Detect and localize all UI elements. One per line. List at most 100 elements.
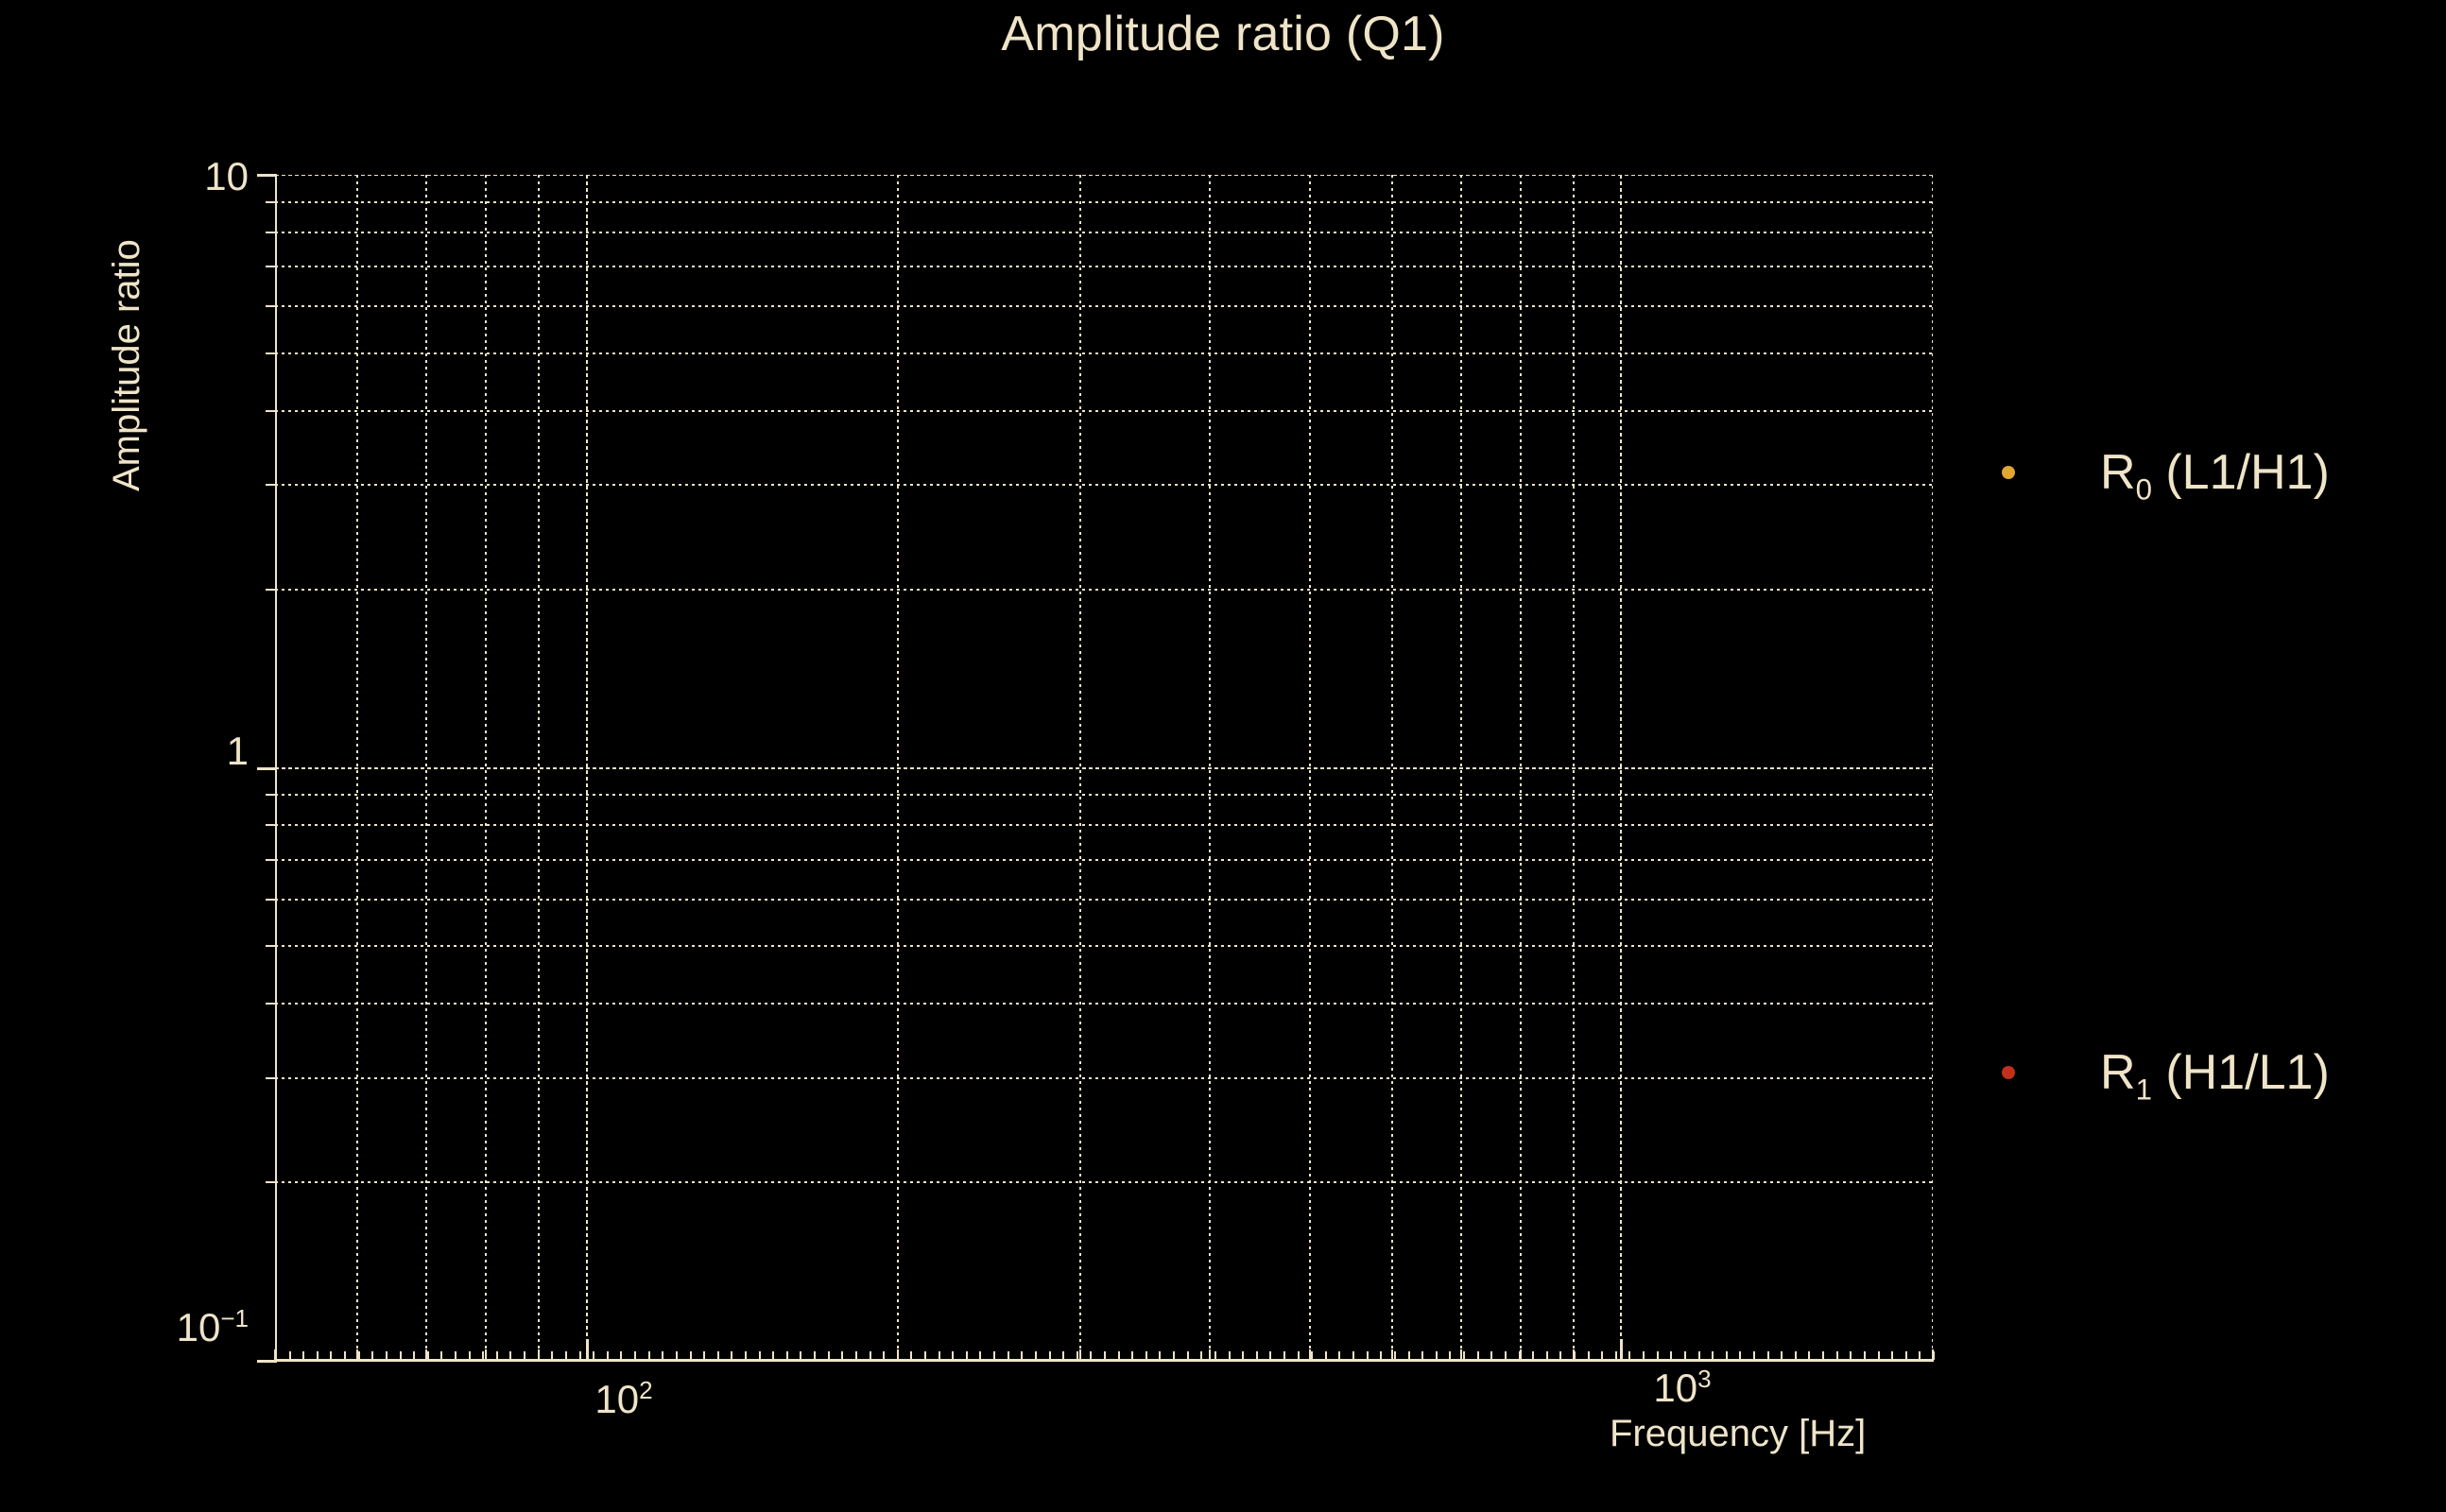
grid-line-vertical xyxy=(1573,175,1576,1361)
x-axis-minor-tick xyxy=(537,1351,540,1360)
x-axis-minor-tick xyxy=(1518,1351,1521,1360)
x-axis-minor-tick xyxy=(288,1351,291,1360)
x-axis-title: Frequency [Hz] xyxy=(1610,1413,1867,1454)
y-axis-tick xyxy=(266,945,277,948)
x-axis-minor-tick xyxy=(772,1351,775,1360)
x-axis-minor-tick xyxy=(593,1351,595,1360)
grid-line-horizontal xyxy=(275,588,1933,591)
x-axis-minor-tick xyxy=(1352,1351,1355,1360)
x-axis-minor-tick xyxy=(910,1351,913,1360)
x-axis-minor-tick xyxy=(965,1351,968,1360)
x-axis-minor-tick xyxy=(869,1351,871,1360)
x-axis-minor-tick xyxy=(785,1351,788,1360)
legend-entry-r1[interactable]: R1 (H1/L1) xyxy=(1985,1035,2330,1110)
grid-line-vertical xyxy=(1308,175,1311,1361)
x-axis-minor-tick xyxy=(1725,1351,1728,1360)
page-title: Amplitude ratio (Q1) xyxy=(1001,7,1445,61)
x-axis-minor-tick xyxy=(1034,1351,1037,1360)
x-axis-minor-tick xyxy=(1214,1351,1216,1360)
x-axis-minor-tick xyxy=(1476,1351,1479,1360)
grid-line-horizontal xyxy=(275,266,1933,268)
grid-line-horizontal xyxy=(275,200,1933,203)
x-tick-label-100: 102 xyxy=(594,1376,653,1421)
grid-line-vertical xyxy=(485,175,488,1361)
x-axis-minor-tick xyxy=(1021,1351,1024,1360)
x-axis-tick xyxy=(1208,1349,1211,1360)
grid-line-horizontal xyxy=(275,1076,1933,1079)
x-axis-tick xyxy=(1520,1349,1523,1360)
x-axis-minor-tick xyxy=(1628,1351,1631,1360)
grid-line-vertical xyxy=(1932,175,1933,1361)
x-axis-minor-tick xyxy=(509,1351,512,1360)
x-axis-minor-tick xyxy=(1283,1351,1286,1360)
x-axis-minor-tick xyxy=(1338,1351,1341,1360)
x-axis-minor-tick xyxy=(1186,1351,1189,1360)
x-axis-minor-tick xyxy=(1393,1351,1396,1360)
legend-entry-r0[interactable]: R0 (L1/H1) xyxy=(1985,435,2330,510)
grid-line-horizontal xyxy=(275,231,1933,233)
x-axis-tick xyxy=(1078,1349,1081,1360)
y-axis-tick xyxy=(266,898,277,901)
x-axis-minor-tick xyxy=(1076,1351,1078,1360)
y-tick-label-1: 1 xyxy=(226,729,249,773)
x-axis-minor-tick xyxy=(1643,1351,1645,1360)
x-axis-minor-tick xyxy=(1752,1351,1755,1360)
x-axis-minor-tick xyxy=(1891,1351,1894,1360)
x-axis-minor-tick xyxy=(800,1351,802,1360)
grid-line-horizontal xyxy=(275,484,1933,487)
grid-line-vertical xyxy=(1520,175,1523,1361)
x-axis-tick xyxy=(1620,1339,1624,1360)
grid-line-horizontal xyxy=(275,766,1933,769)
x-axis-minor-tick xyxy=(426,1351,429,1360)
y-axis-tick xyxy=(257,174,277,177)
grid-line-vertical xyxy=(1390,175,1393,1361)
grid-line-horizontal xyxy=(275,824,1933,827)
x-axis-minor-tick xyxy=(564,1351,567,1360)
x-axis-minor-tick xyxy=(854,1351,857,1360)
x-axis-minor-tick xyxy=(399,1351,402,1360)
x-axis-minor-tick xyxy=(1311,1351,1314,1360)
x-axis-minor-tick xyxy=(1048,1351,1051,1360)
x-axis-tick xyxy=(1459,1349,1462,1360)
x-axis-minor-tick xyxy=(827,1351,830,1360)
x-axis-minor-tick xyxy=(1490,1351,1493,1360)
x-axis-minor-tick xyxy=(344,1351,347,1360)
x-axis-minor-tick xyxy=(1559,1351,1562,1360)
x-axis-minor-tick xyxy=(482,1351,485,1360)
y-axis-title: Amplitude ratio xyxy=(106,239,147,491)
grid-line-horizontal xyxy=(275,305,1933,308)
x-axis-minor-tick xyxy=(1090,1351,1093,1360)
x-axis-minor-tick xyxy=(814,1351,817,1360)
x-axis-tick xyxy=(424,1349,427,1360)
x-axis-minor-tick xyxy=(1159,1351,1162,1360)
x-axis-spine xyxy=(275,1359,1934,1362)
grid-line-vertical xyxy=(897,175,900,1361)
x-axis-tick xyxy=(585,1339,589,1360)
grid-line-horizontal xyxy=(275,794,1933,797)
x-axis-minor-tick xyxy=(1670,1351,1673,1360)
y-axis-tick xyxy=(266,305,277,308)
x-axis-minor-tick xyxy=(1145,1351,1147,1360)
x-axis-tick xyxy=(355,1349,358,1360)
x-axis-minor-tick xyxy=(455,1351,457,1360)
x-axis-minor-tick xyxy=(883,1351,886,1360)
x-axis-minor-tick xyxy=(1863,1351,1866,1360)
grid-line-horizontal xyxy=(275,1181,1933,1184)
x-axis-tick xyxy=(1308,1349,1311,1360)
grid-line-horizontal xyxy=(275,898,1933,901)
x-axis-minor-tick xyxy=(1683,1351,1686,1360)
x-axis-minor-tick xyxy=(620,1351,623,1360)
x-axis-minor-tick xyxy=(675,1351,678,1360)
x-axis-minor-tick xyxy=(275,1351,277,1360)
x-axis-minor-tick xyxy=(841,1351,844,1360)
y-axis-tick xyxy=(266,858,277,861)
x-axis-minor-tick xyxy=(1904,1351,1907,1360)
y-axis-tick xyxy=(266,588,277,591)
x-axis-tick xyxy=(1390,1349,1393,1360)
x-axis-minor-tick xyxy=(1463,1351,1466,1360)
x-axis-minor-tick xyxy=(1255,1351,1258,1360)
x-axis-minor-tick xyxy=(1435,1351,1438,1360)
x-axis-minor-tick xyxy=(1228,1351,1231,1360)
x-axis-minor-tick xyxy=(1573,1351,1576,1360)
x-axis-minor-tick xyxy=(923,1351,926,1360)
